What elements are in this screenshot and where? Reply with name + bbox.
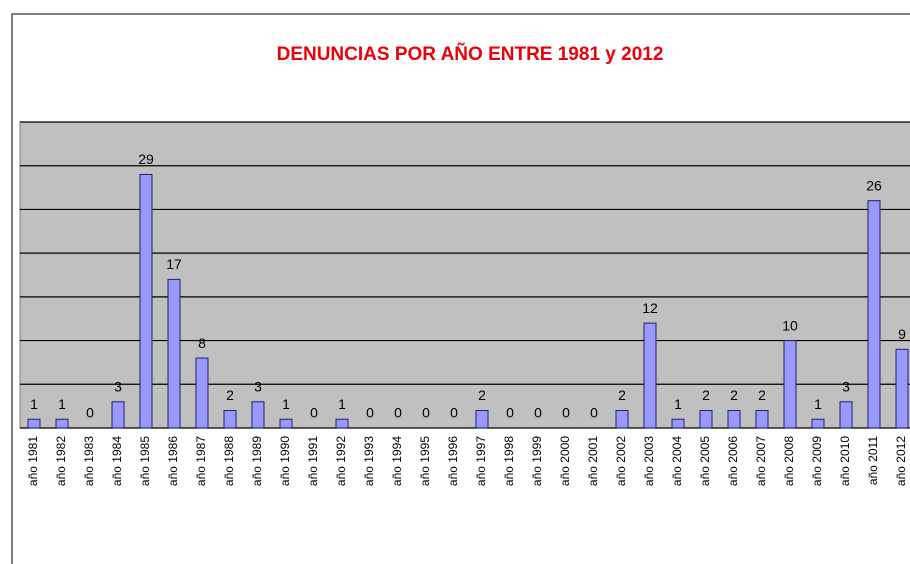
bar — [167, 278, 181, 429]
x-tick-label: año 1989 — [250, 436, 264, 486]
data-label: 0 — [422, 405, 430, 421]
plot-area — [19, 121, 910, 429]
data-label: 0 — [86, 405, 94, 421]
x-tick-label: año 2007 — [754, 436, 768, 486]
x-tick-label: año 2001 — [586, 436, 600, 486]
data-label: 2 — [702, 387, 710, 403]
bar — [335, 418, 349, 429]
data-label: 0 — [394, 405, 402, 421]
x-tick-label: año 2006 — [726, 436, 740, 486]
x-tick-label: año 1998 — [502, 436, 516, 486]
x-tick-label: año 1983 — [82, 436, 96, 486]
data-label: 0 — [366, 405, 374, 421]
data-label: 2 — [730, 387, 738, 403]
data-label: 1 — [814, 396, 822, 412]
x-tick-label: año 1992 — [334, 436, 348, 486]
x-tick-label: año 1993 — [362, 436, 376, 486]
bar — [895, 348, 909, 429]
data-label: 10 — [782, 317, 798, 333]
data-label: 2 — [618, 387, 626, 403]
x-tick-label: año 1982 — [54, 436, 68, 486]
x-tick-label: año 2003 — [642, 436, 656, 486]
data-label: 1 — [30, 396, 38, 412]
data-label: 2 — [758, 387, 766, 403]
data-label: 29 — [138, 151, 154, 167]
bar — [643, 322, 657, 429]
data-label: 0 — [562, 405, 570, 421]
x-tick-label: año 2011 — [866, 436, 880, 485]
bar — [811, 418, 825, 429]
bar — [251, 401, 265, 429]
data-label: 17 — [166, 256, 182, 272]
x-tick-label: año 1991 — [306, 436, 320, 486]
x-tick-label: año 1990 — [278, 436, 292, 486]
x-tick-label: año 1994 — [390, 436, 404, 486]
x-tick-label: año 2012 — [894, 436, 908, 486]
bar — [615, 410, 629, 429]
x-tick-label: año 2005 — [698, 436, 712, 486]
bar — [867, 200, 881, 429]
x-tick-label: año 1999 — [530, 436, 544, 486]
x-tick-label: año 1988 — [222, 436, 236, 486]
data-label: 0 — [590, 405, 598, 421]
data-label: 2 — [226, 387, 234, 403]
data-label: 26 — [866, 177, 882, 193]
bar — [55, 418, 69, 429]
data-label: 0 — [534, 405, 542, 421]
bar — [27, 418, 41, 429]
bar — [671, 418, 685, 429]
data-label: 0 — [310, 405, 318, 421]
data-label: 0 — [506, 405, 514, 421]
x-tick-label: año 2009 — [810, 436, 824, 486]
data-label: 3 — [114, 378, 122, 394]
x-tick-label: año 1981 — [26, 436, 40, 486]
bar — [111, 401, 125, 429]
bar — [755, 410, 769, 429]
x-tick-label: año 1996 — [446, 436, 460, 486]
data-label: 12 — [642, 300, 658, 316]
data-label: 3 — [254, 378, 262, 394]
data-label: 9 — [898, 326, 906, 342]
bar — [195, 357, 209, 429]
x-tick-label: año 1986 — [166, 436, 180, 486]
x-tick-label: año 2004 — [670, 436, 684, 486]
bar — [475, 410, 489, 429]
x-tick-label: año 1987 — [194, 436, 208, 486]
x-tick-label: año 2000 — [558, 436, 572, 486]
data-label: 2 — [478, 387, 486, 403]
bar — [279, 418, 293, 429]
bar — [783, 340, 797, 429]
data-label: 1 — [282, 396, 290, 412]
data-label: 1 — [58, 396, 66, 412]
x-tick-label: año 1984 — [110, 436, 124, 486]
x-tick-label: año 1985 — [138, 436, 152, 486]
bar — [727, 410, 741, 429]
x-tick-label: año 1997 — [474, 436, 488, 486]
data-label: 0 — [450, 405, 458, 421]
data-label: 8 — [198, 335, 206, 351]
data-label: 1 — [674, 396, 682, 412]
x-tick-label: año 2008 — [782, 436, 796, 486]
bar — [139, 173, 153, 429]
chart-title: DENUNCIAS POR AÑO ENTRE 1981 y 2012 — [277, 43, 664, 65]
data-label: 3 — [842, 378, 850, 394]
data-label: 1 — [338, 396, 346, 412]
bar — [699, 410, 713, 429]
bar — [839, 401, 853, 429]
x-tick-label: año 2010 — [838, 436, 852, 486]
bar — [223, 410, 237, 429]
x-tick-label: año 1995 — [418, 436, 432, 486]
x-tick-label: año 2002 — [614, 436, 628, 486]
